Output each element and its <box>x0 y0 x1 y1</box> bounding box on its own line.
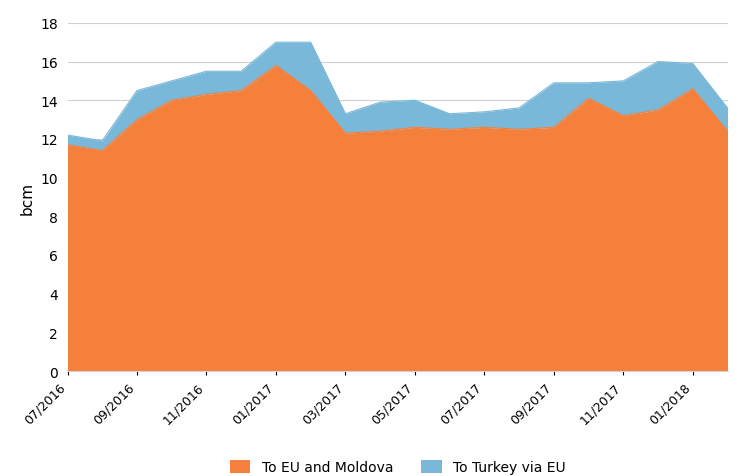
Legend: To EU and Moldova, To Turkey via EU: To EU and Moldova, To Turkey via EU <box>224 455 571 476</box>
Y-axis label: bcm: bcm <box>20 181 34 214</box>
